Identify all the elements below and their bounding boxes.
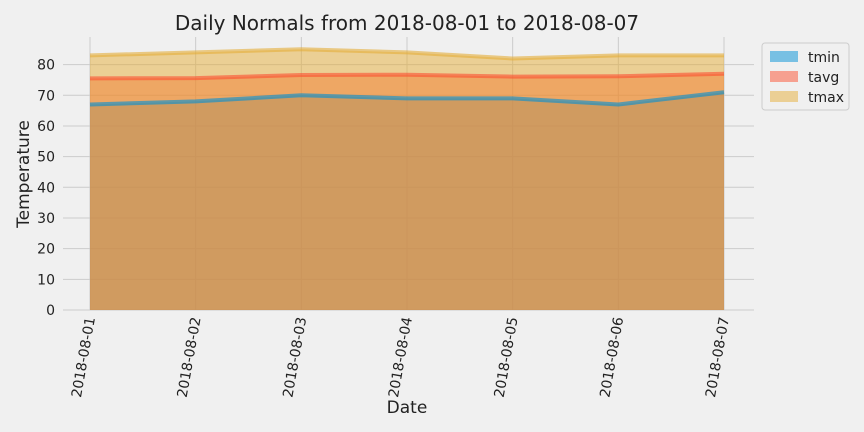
y-tick-label-5: 50 [37,150,55,166]
x-axis-label: Date [387,398,428,418]
legend-label-tmin: tmin [808,50,840,66]
series-lines [89,47,725,107]
legend: tmin tavg tmax [761,42,850,111]
line-tmin [89,90,725,107]
legend-swatch-tavg [770,71,798,82]
line-tmax [89,47,724,61]
y-tick-label-2: 20 [37,242,55,258]
y-axis-ticks: 0 10 20 30 40 50 60 70 80 [37,58,55,319]
y-tick-label-8: 80 [37,58,55,74]
line-tavg [89,71,725,81]
y-tick-label-1: 10 [37,272,55,288]
y-tick-label-0: 0 [46,303,55,319]
y-tick-label-6: 60 [37,119,55,135]
y-axis-label: Temperature [14,120,34,229]
legend-swatch-tmax [770,91,798,102]
chart-title: Daily Normals from 2018-08-01 to 2018-08… [175,11,639,35]
y-tick-label-4: 40 [37,180,55,196]
legend-label-tmax: tmax [808,90,844,106]
legend-label-tavg: tavg [808,70,839,86]
y-tick-label-3: 30 [37,211,55,227]
area-fills [90,49,724,311]
area-tmax [90,49,724,311]
y-tick-label-7: 70 [37,88,55,104]
legend-swatch-tmin [770,51,798,62]
